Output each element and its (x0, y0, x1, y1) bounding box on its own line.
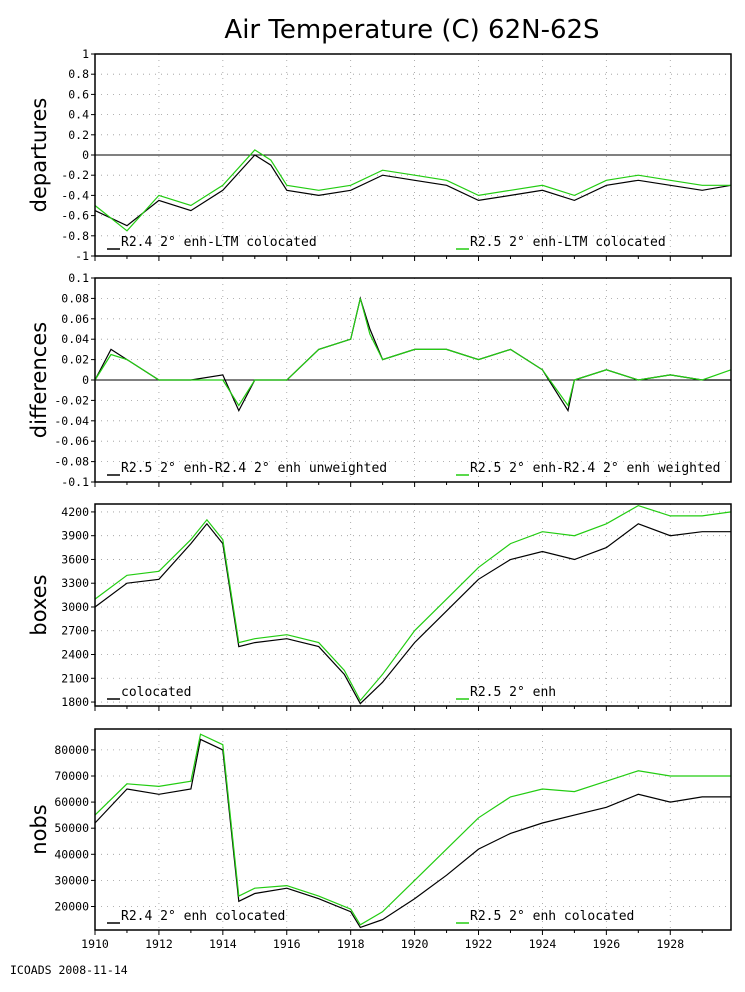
legend-entry: R2.5 2° enh-R2.4 2° enh weighted (470, 461, 720, 476)
x-tick-label: 1914 (209, 937, 237, 951)
footer-text: ICOADS 2008-11-14 (10, 963, 128, 977)
y-tick-label: 70000 (54, 769, 89, 783)
y-tick-label: 0.06 (61, 312, 89, 326)
y-tick-label: 0.8 (68, 67, 89, 81)
y-axis-label: nobs (27, 804, 51, 854)
y-tick-label: -0.8 (61, 229, 89, 243)
x-tick-label: 1920 (401, 937, 429, 951)
y-tick-label: -0.08 (54, 455, 89, 469)
series-line-a (94, 296, 731, 413)
series-line-a (94, 522, 731, 705)
y-tick-label: 30000 (54, 873, 89, 887)
legend-entry: R2.4 2° enh colocated (121, 909, 285, 924)
y-tick-label: 40000 (54, 847, 89, 861)
y-tick-label: 0.08 (61, 291, 89, 305)
y-tick-label: 0.6 (68, 87, 89, 101)
series-line-b (94, 504, 732, 702)
series-line-b (94, 149, 731, 232)
x-tick-label: 1910 (81, 937, 109, 951)
y-tick-label: 0.04 (61, 332, 89, 346)
series-line-a (94, 738, 731, 929)
panels: -1 -0.8 -0.6 -0.4 -0.2 0 0.2 0.4 0.6 0.8 1 departur… (27, 47, 732, 951)
plot-frame (94, 728, 732, 931)
legend-entry: R2.5 2° enh (470, 685, 556, 700)
y-tick-label: 1800 (61, 695, 89, 709)
x-tick-label: 1924 (529, 937, 557, 951)
y-tick-label: 2400 (61, 648, 89, 662)
y-tick-label: 0.02 (61, 353, 89, 367)
legend-entry: R2.4 2° enh-LTM colocated (121, 235, 317, 250)
y-tick-label: 0 (82, 148, 89, 162)
y-tick-label: 0.2 (68, 128, 89, 142)
y-tick-label: -0.06 (54, 434, 89, 448)
x-tick-label: 1918 (337, 937, 365, 951)
y-tick-label: -0.1 (61, 475, 89, 489)
y-tick-label: 0.1 (68, 271, 89, 285)
y-tick-label: 4200 (61, 505, 89, 519)
y-tick-label: 50000 (54, 821, 89, 835)
legend-entry: R2.5 2° enh-LTM colocated (470, 235, 666, 250)
panel-differences: -0.1 -0.08 -0.06 -0.04 -0.02 0 0.02 0.04 0.06 0.0… (27, 271, 732, 489)
y-tick-label: -1 (75, 249, 89, 263)
x-tick-label: 1928 (656, 937, 684, 951)
y-tick-label: 80000 (54, 743, 89, 757)
x-tick-label: 1922 (465, 937, 493, 951)
legend-entry: R2.5 2° enh-R2.4 2° enh unweighted (121, 461, 387, 476)
y-tick-label: 1 (82, 47, 89, 61)
y-tick-label: 3900 (61, 529, 89, 543)
series-line-b (94, 733, 731, 926)
plot-frame (94, 503, 732, 707)
panel-departures: -1 -0.8 -0.6 -0.4 -0.2 0 0.2 0.4 0.6 0.8 1 departur… (27, 47, 732, 263)
legend-entry: colocated (121, 685, 191, 700)
x-tick-label: 1916 (273, 937, 301, 951)
y-tick-label: 2700 (61, 624, 89, 638)
y-axis-label: boxes (27, 574, 51, 635)
x-tick-label: 1926 (593, 937, 621, 951)
y-tick-label: -0.2 (61, 168, 89, 182)
y-tick-label: 3300 (61, 576, 89, 590)
legend-entry: R2.5 2° enh colocated (470, 909, 634, 924)
x-tick-label: 1912 (145, 937, 173, 951)
y-tick-label: 0.4 (68, 108, 89, 122)
y-tick-label: 0 (82, 373, 89, 387)
panel-nobs: 20000 30000 40000 50000 60000 70000 80000 1910 1… (27, 728, 732, 951)
y-tick-label: 3000 (61, 600, 89, 614)
y-tick-label: -0.4 (61, 188, 89, 202)
y-axis-label: departures (27, 98, 51, 213)
y-tick-label: 60000 (54, 795, 89, 809)
series-line-b (94, 298, 732, 407)
y-tick-label: -0.04 (54, 414, 89, 428)
series-line-a (94, 154, 732, 227)
panel-boxes: 1800 2100 2400 2700 3000 3300 3600 3900 4200 boxe… (27, 503, 732, 711)
y-tick-label: 20000 (54, 900, 89, 914)
y-tick-label: -0.6 (61, 209, 89, 223)
y-tick-label: 2100 (61, 671, 89, 685)
y-tick-label: -0.02 (54, 393, 89, 407)
chart-title: Air Temperature (C) 62N-62S (224, 15, 599, 45)
y-tick-label: 3600 (61, 552, 89, 566)
y-axis-label: differences (27, 322, 51, 438)
